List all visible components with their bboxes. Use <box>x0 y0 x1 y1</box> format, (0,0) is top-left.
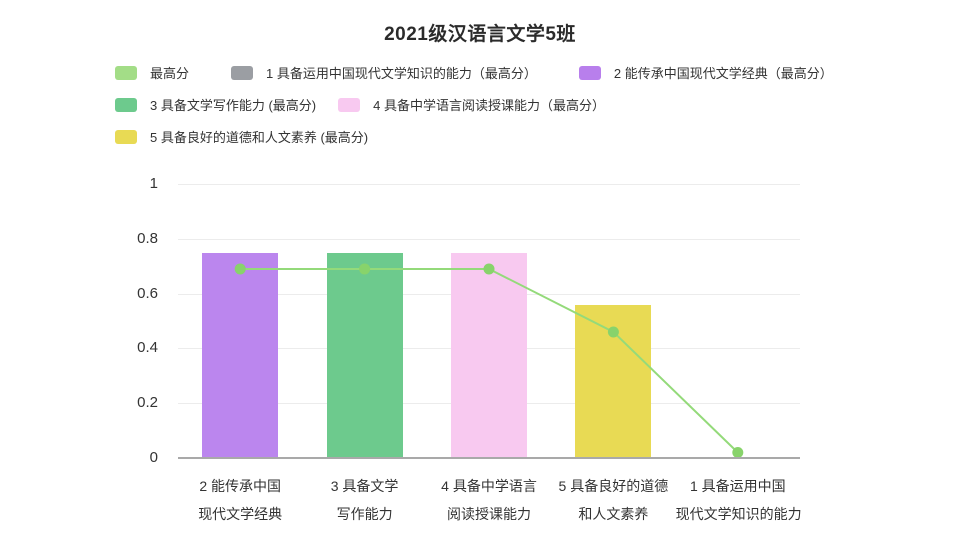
x-category-label-line: 1 具备运用中国 <box>689 478 786 494</box>
line-point-2[interactable] <box>359 263 371 275</box>
x-category-label-3: 4 具备中学语言 阅读授课能力 <box>427 472 551 528</box>
legend-swatch-icon <box>578 65 601 80</box>
plot-area <box>178 184 800 459</box>
y-tick-label-0: 0 <box>149 449 158 466</box>
legend-label: 最高分 <box>150 66 190 81</box>
line-point-4[interactable] <box>607 326 619 338</box>
line-series-layer <box>234 263 744 459</box>
legend-label: 2 能传承中国现代文学经典（最高分） <box>613 66 833 81</box>
x-category-label-line: 阅读授课能力 <box>446 506 531 522</box>
legend-item-2-0[interactable]: 5 具备良好的道德和人文素养 (最高分) <box>115 127 368 146</box>
x-category-label-line: 现代文学经典 <box>198 506 283 522</box>
x-axis-line <box>178 457 800 459</box>
legend-swatch-icon <box>115 97 137 112</box>
line-point-1[interactable] <box>234 263 246 275</box>
gridline <box>178 238 800 240</box>
bar-3[interactable] <box>451 252 527 458</box>
bar-1[interactable] <box>202 252 279 458</box>
legend-item-0-1[interactable]: 1 具备运用中国现代文学知识的能力（最高分） <box>231 63 537 82</box>
x-category-label-4: 5 具备良好的道德 和人文素养 <box>551 472 675 528</box>
x-category-label-line: 5 具备良好的道德 <box>558 478 669 494</box>
x-category-label-5: 1 具备运用中国 现代文学知识的能力 <box>675 472 802 528</box>
y-tick-label-0.2: 0.2 <box>137 394 158 412</box>
legend-item-0-2[interactable]: 2 能传承中国现代文学经典（最高分） <box>578 63 833 82</box>
x-category-label-line: 2 能传承中国 <box>199 478 282 494</box>
legend-row: 3 具备文学写作能力 (最高分) 4 具备中学语言阅读授课能力（最高分） <box>115 95 833 114</box>
legend-row: 5 具备良好的道德和人文素养 (最高分) <box>115 127 833 146</box>
legend-label: 5 具备良好的道德和人文素养 (最高分) <box>150 130 369 145</box>
line-point-5[interactable] <box>732 447 744 459</box>
x-category-label-2: 3 具备文学 写作能力 <box>302 472 426 528</box>
legend-swatch-icon <box>115 129 137 144</box>
legend-swatch-icon <box>338 97 361 112</box>
x-category-label-line: 现代文学知识的能力 <box>675 506 802 522</box>
x-category-label-line: 3 具备文学 <box>330 478 399 494</box>
y-tick-label-1: 1 <box>149 175 158 192</box>
gridline <box>178 184 800 185</box>
legend-item-0-0[interactable]: 最高分 <box>115 63 189 82</box>
chart-title: 2021级汉语言文学5班 <box>384 24 576 45</box>
legend-row: 最高分 1 具备运用中国现代文学知识的能力（最高分） 2 能传承中国现代文学经典（最… <box>115 63 833 82</box>
legend-label: 4 具备中学语言阅读授课能力（最高分） <box>373 98 605 113</box>
legend-item-1-0[interactable]: 3 具备文学写作能力 (最高分) <box>115 95 316 114</box>
y-tick-label-0.8: 0.8 <box>137 229 158 247</box>
legend: 最高分 1 具备运用中国现代文学知识的能力（最高分） 2 能传承中国现代文学经典（最… <box>115 63 833 146</box>
x-category-label-line: 4 具备中学语言 <box>441 478 537 494</box>
x-category-label-1: 2 能传承中国 现代文学经典 <box>178 472 302 528</box>
legend-swatch-icon <box>115 65 137 80</box>
legend-label: 3 具备文学写作能力 (最高分) <box>150 98 317 113</box>
x-category-label-line: 写作能力 <box>336 506 393 522</box>
legend-label: 1 具备运用中国现代文学知识的能力（最高分） <box>266 66 537 81</box>
line-series-path <box>240 267 739 454</box>
legend-swatch-icon <box>231 65 254 80</box>
bar-2[interactable] <box>326 252 403 458</box>
y-tick-label-0.6: 0.6 <box>137 284 158 302</box>
line-point-3[interactable] <box>483 263 495 275</box>
y-tick-label-0.4: 0.4 <box>137 339 158 357</box>
legend-item-1-1[interactable]: 4 具备中学语言阅读授课能力（最高分） <box>338 95 605 114</box>
x-category-label-line: 和人文素养 <box>578 506 649 522</box>
